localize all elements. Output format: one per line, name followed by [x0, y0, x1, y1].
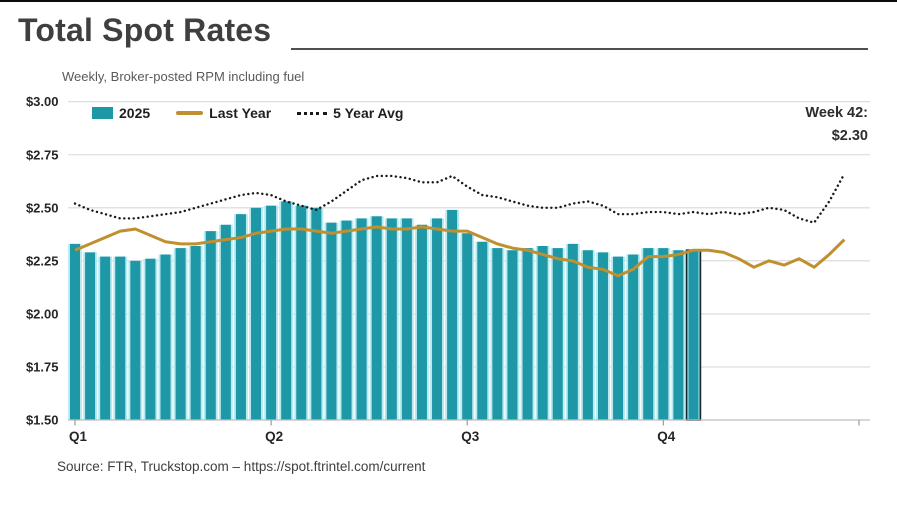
source-note: Source: FTR, Truckstop.com – https://spo…	[57, 459, 426, 474]
legend: 2025 Last Year 5 Year Avg	[92, 105, 403, 121]
bar-inner-week-39	[643, 248, 654, 420]
five-year-avg-line	[73, 172, 846, 225]
bar-inner-week-4	[115, 256, 126, 420]
window-top-border	[0, 0, 897, 2]
y-axis-label: $2.75	[26, 147, 59, 162]
bar-inner-week-40	[658, 248, 669, 420]
legend-item-2025[interactable]: 2025	[92, 105, 150, 121]
y-axis-label: $2.50	[26, 200, 59, 215]
bar-inner-week-28	[477, 241, 488, 420]
y-axis-label: $3.00	[26, 94, 59, 109]
bar-inner-week-15	[281, 201, 292, 420]
bar-swatch-icon	[92, 107, 113, 119]
bar-inner-week-16	[296, 205, 307, 420]
bar-inner-week-11	[220, 224, 231, 420]
x-axis-label-q1: Q1	[69, 429, 88, 444]
chart-subtitle: Weekly, Broker-posted RPM including fuel	[62, 69, 305, 84]
bar-inner-week-9	[190, 245, 201, 420]
bar-inner-week-17	[311, 207, 322, 420]
bar-inner-week-22	[386, 218, 397, 420]
annotation-value-label: $2.30	[831, 128, 868, 144]
legend-item-5-year-avg[interactable]: 5 Year Avg	[297, 105, 403, 121]
x-axis-label-q4: Q4	[657, 429, 676, 444]
bar-inner-week-30	[507, 250, 518, 420]
legend-label-5-year-avg: 5 Year Avg	[333, 105, 404, 121]
bar-inner-week-27	[462, 233, 473, 420]
legend-label-2025: 2025	[119, 105, 151, 121]
bar-inner-week-31	[522, 248, 533, 420]
y-axis-label: $2.00	[26, 306, 59, 321]
current-week-annotation: Week 42: $2.30	[805, 102, 868, 148]
bar-inner-week-20	[356, 218, 367, 420]
bar-inner-week-19	[341, 220, 352, 420]
bar-inner-week-37	[613, 256, 624, 420]
bar-inner-week-34	[567, 243, 578, 420]
annotation-week-label: Week 42:	[805, 105, 868, 121]
page-title: Total Spot Rates	[18, 12, 272, 48]
bar-inner-week-1	[70, 243, 80, 420]
bar-inner-week-5	[130, 260, 141, 420]
bar-inner-week-33	[552, 248, 563, 420]
dotted-swatch-icon	[297, 111, 328, 115]
bar-inner-week-23	[401, 218, 412, 420]
bar-inner-week-26	[447, 209, 458, 420]
bar-inner-week-10	[205, 231, 216, 420]
y-axis-label: $1.75	[26, 359, 59, 374]
bar-inner-week-8	[175, 248, 186, 420]
legend-label-last-year: Last Year	[209, 105, 272, 121]
bar-inner-week-24	[416, 224, 427, 420]
y-axis-label: $2.25	[26, 253, 59, 268]
x-axis-label-q2: Q2	[265, 429, 283, 444]
line-swatch-icon	[176, 111, 204, 115]
bar-inner-week-7	[160, 254, 171, 420]
x-axis-label-q3: Q3	[461, 429, 480, 444]
bar-inner-week-29	[492, 248, 503, 420]
bar-inner-week-3	[100, 256, 111, 420]
y-axis-label: $1.50	[26, 413, 59, 428]
bar-inner-week-42	[688, 251, 699, 420]
bar-inner-week-13	[251, 207, 262, 420]
bar-inner-week-18	[326, 222, 337, 420]
bar-inner-week-14	[266, 205, 277, 420]
bar-inner-week-32	[537, 245, 548, 420]
bar-inner-week-21	[371, 216, 382, 420]
bar-inner-week-6	[145, 258, 156, 420]
legend-item-last-year[interactable]: Last Year	[176, 105, 271, 121]
bar-inner-week-2	[85, 252, 96, 420]
bar-inner-week-36	[597, 252, 608, 420]
bar-inner-week-41	[673, 250, 684, 420]
bar-inner-week-25	[432, 218, 443, 420]
bar-inner-week-12	[235, 214, 246, 420]
title-underline	[291, 48, 868, 50]
bar-inner-week-38	[628, 254, 639, 420]
bar-inner-week-35	[582, 250, 593, 420]
last-year-line	[74, 225, 846, 278]
